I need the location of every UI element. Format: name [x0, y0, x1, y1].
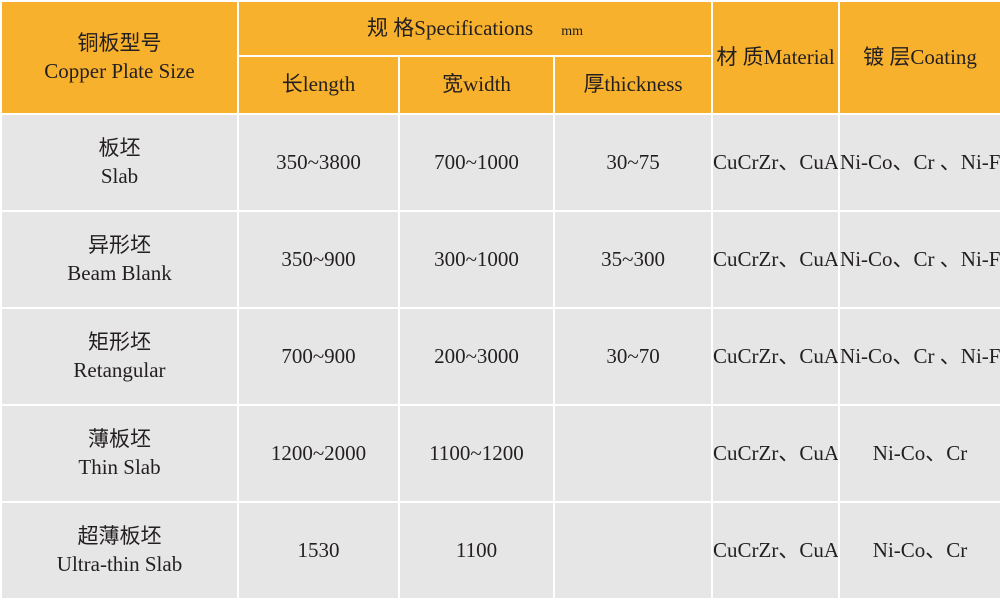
width-cell: 300~1000 [398, 210, 555, 309]
header-text: 铜板型号 [77, 31, 162, 56]
body-row: 异形坯 Beam Blank 350~900 300~1000 35~300 CuCrZr… [0, 210, 1000, 309]
material-cell: CuCrZr、CuAg [711, 404, 841, 503]
name-zh: 薄板坯 [88, 427, 151, 452]
header-text: Copper Plate Size [44, 58, 195, 83]
coating-cell: Ni-Co、Cr 、Ni-Fe [838, 307, 1000, 406]
name-zh: 矩形坯 [88, 330, 151, 355]
length-cell: 350~900 [237, 210, 400, 309]
material-cell: CuCrZr、CuAg [711, 307, 841, 406]
material-cell: CuCrZr、CuAg [711, 113, 841, 212]
name-cell: 超薄板坯 Ultra-thin Slab [0, 501, 239, 600]
width-text: 200~3000 [434, 343, 519, 368]
width-text: 1100~1200 [429, 440, 524, 465]
header-text: 材 质Material [716, 44, 835, 69]
length-text: 1200~2000 [270, 440, 367, 465]
length-text: 1530 [297, 537, 340, 562]
coating-text: Ni-Co、Cr 、Ni-Fe [840, 149, 1000, 174]
header-row: 长length 宽width 厚thickness [1, 55, 1000, 115]
coating-cell: Ni-Co、Cr 、Ni-Fe [838, 210, 1000, 309]
header-cell: 长length [237, 55, 400, 115]
body-row: 矩形坯 Retangular 700~900 200~3000 30~70 CuCrZr、… [0, 307, 1000, 406]
length-text: 700~900 [281, 343, 356, 368]
header-text: 长length [281, 72, 356, 97]
width-cell: 1100 [398, 501, 555, 600]
length-cell: 1200~2000 [237, 404, 400, 503]
name-cell: 异形坯 Beam Blank [0, 210, 239, 309]
name-zh: 异形坯 [88, 233, 151, 258]
thickness-cell: 30~70 [552, 307, 714, 406]
material-text: CuCrZr、CuAg [713, 440, 840, 465]
coating-cell: Ni-Co、Cr 、Ni-Fe [838, 113, 1000, 212]
thickness-cell: 35~300 [552, 210, 714, 309]
header-text: 宽width [442, 72, 511, 97]
header-cell: 镀 层Coating [838, 0, 1000, 115]
name-en: Beam Blank [67, 260, 172, 285]
material-text: CuCrZr、CuAg [713, 343, 840, 368]
header-text: 厚thickness [583, 72, 683, 97]
header-cell: 材 质Material [711, 0, 841, 115]
header-cell: 铜板型号 Copper Plate Size [0, 0, 239, 115]
thickness-cell [552, 501, 714, 600]
header-cell: 规 格Specifications mm [236, 0, 714, 57]
body-row: 薄板坯 Thin Slab 1200~2000 1100~1200 CuCrZr、CuA… [0, 404, 1000, 503]
length-cell: 350~3800 [237, 113, 400, 212]
material-cell: CuCrZr、CuAg [711, 210, 841, 309]
body-row: 板坯 Slab 350~3800 700~1000 30~75 CuCrZr、CuAg Ni… [0, 113, 1000, 212]
width-cell: 700~1000 [398, 113, 555, 212]
thickness-cell [552, 404, 714, 503]
name-cell: 矩形坯 Retangular [0, 307, 239, 406]
name-en: Ultra-thin Slab [56, 551, 183, 576]
width-text: 1100 [455, 537, 498, 562]
thickness-cell: 30~75 [552, 113, 714, 212]
header-cell: 厚thickness [552, 55, 714, 115]
coating-cell: Ni-Co、Cr [838, 501, 1000, 600]
material-text: CuCrZr、CuAg [713, 149, 840, 174]
coating-text: Ni-Co、Cr 、Ni-Fe [840, 343, 1000, 368]
material-cell: CuCrZr、CuAg [711, 501, 841, 600]
length-text: 350~3800 [276, 149, 361, 174]
length-text: 350~900 [281, 246, 356, 271]
length-cell: 1530 [237, 501, 400, 600]
coating-text: Ni-Co、Cr [872, 537, 968, 562]
unit-text: mm [561, 23, 584, 39]
name-zh: 板坯 [98, 136, 141, 161]
coating-cell: Ni-Co、Cr [838, 404, 1000, 503]
header-row: 铜板型号 Copper Plate Size 规 格Specifications… [0, 0, 1000, 115]
header-text: 规 格Specifications [367, 15, 534, 40]
material-text: CuCrZr、CuAg [713, 537, 840, 562]
name-cell: 薄板坯 Thin Slab [0, 404, 239, 503]
width-text: 700~1000 [434, 149, 519, 174]
length-cell: 700~900 [237, 307, 400, 406]
header-cell: 宽width [398, 55, 555, 115]
material-text: CuCrZr、CuAg [713, 246, 840, 271]
width-cell: 1100~1200 [398, 404, 555, 503]
thickness-text: 30~70 [606, 343, 660, 368]
coating-text: Ni-Co、Cr 、Ni-Fe [840, 246, 1000, 271]
name-en: Slab [100, 163, 139, 188]
thickness-text: 30~75 [606, 149, 660, 174]
name-en: Retangular [73, 357, 166, 382]
name-zh: 超薄板坯 [77, 524, 162, 549]
width-text: 300~1000 [434, 246, 519, 271]
header-text: 镀 层Coating [863, 44, 977, 69]
width-cell: 200~3000 [398, 307, 555, 406]
thickness-text: 35~300 [601, 246, 665, 271]
name-cell: 板坯 Slab [0, 113, 239, 212]
body-row: 超薄板坯 Ultra-thin Slab 1530 1100 CuCrZr、CuAg Ni… [0, 501, 1000, 600]
name-en: Thin Slab [78, 454, 161, 479]
coating-text: Ni-Co、Cr [872, 440, 968, 465]
